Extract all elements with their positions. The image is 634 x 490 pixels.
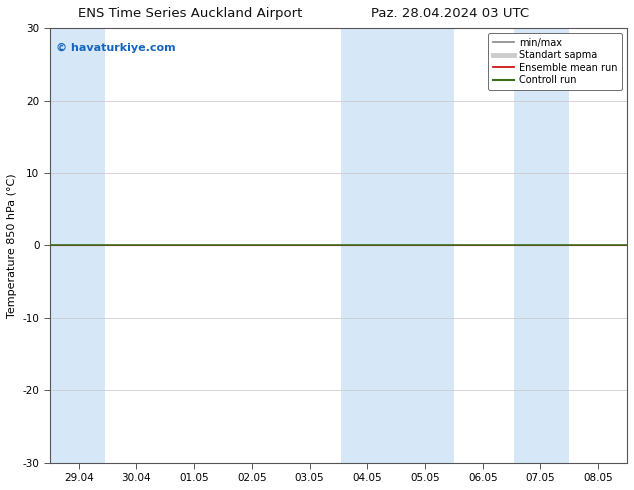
Text: ENS Time Series Auckland Airport: ENS Time Series Auckland Airport [78, 7, 302, 21]
Y-axis label: Temperature 850 hPa (°C): Temperature 850 hPa (°C) [7, 173, 17, 318]
Bar [50, 28, 105, 463]
Legend: min/max, Standart sapma, Ensemble mean run, Controll run: min/max, Standart sapma, Ensemble mean r… [488, 33, 622, 90]
Text: Paz. 28.04.2024 03 UTC: Paz. 28.04.2024 03 UTC [371, 7, 529, 21]
Text: © havaturkiye.com: © havaturkiye.com [56, 43, 175, 53]
Bar [514, 28, 569, 463]
Bar [341, 28, 454, 463]
